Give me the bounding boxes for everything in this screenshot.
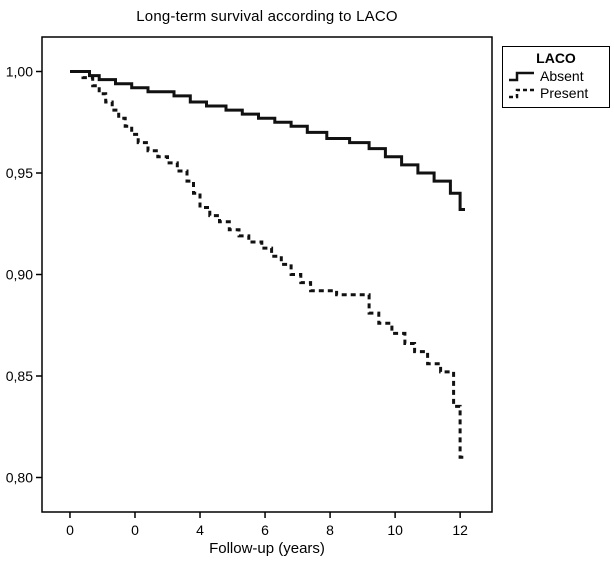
- plot-border: [41, 36, 493, 513]
- legend-title: LACO: [536, 50, 576, 66]
- absent-line-sample-icon: [509, 71, 534, 82]
- x-axis-label: Follow-up (years): [209, 540, 325, 557]
- legend-box: LACO Absent Present: [502, 46, 610, 108]
- y-tick-label: 0,90: [6, 267, 33, 283]
- y-tick-label: 0,85: [6, 368, 33, 384]
- x-tick-label: 4: [196, 522, 204, 538]
- present-line-sample-icon: [509, 88, 534, 99]
- legend-label-present: Present: [540, 85, 589, 101]
- absent-curve: [70, 70, 465, 211]
- x-tick-label: 8: [326, 522, 334, 538]
- y-tick-label: 0,95: [6, 165, 33, 181]
- chart-title: Long-term survival according to LACO: [136, 8, 398, 25]
- x-tick-label: 0: [66, 522, 74, 538]
- legend-entry-present: Present: [508, 85, 604, 102]
- x-tick-label: 12: [452, 522, 468, 538]
- x-tick-label: 10: [387, 522, 403, 538]
- legend-entry-absent: Absent: [508, 68, 604, 85]
- x-tick-label: 6: [261, 522, 269, 538]
- x-tick-label: 0: [131, 522, 139, 538]
- y-tick-label: 0,80: [6, 469, 33, 485]
- present-curve: [70, 70, 464, 459]
- legend-label-absent: Absent: [540, 68, 584, 84]
- y-tick-label: 1,00: [6, 64, 33, 80]
